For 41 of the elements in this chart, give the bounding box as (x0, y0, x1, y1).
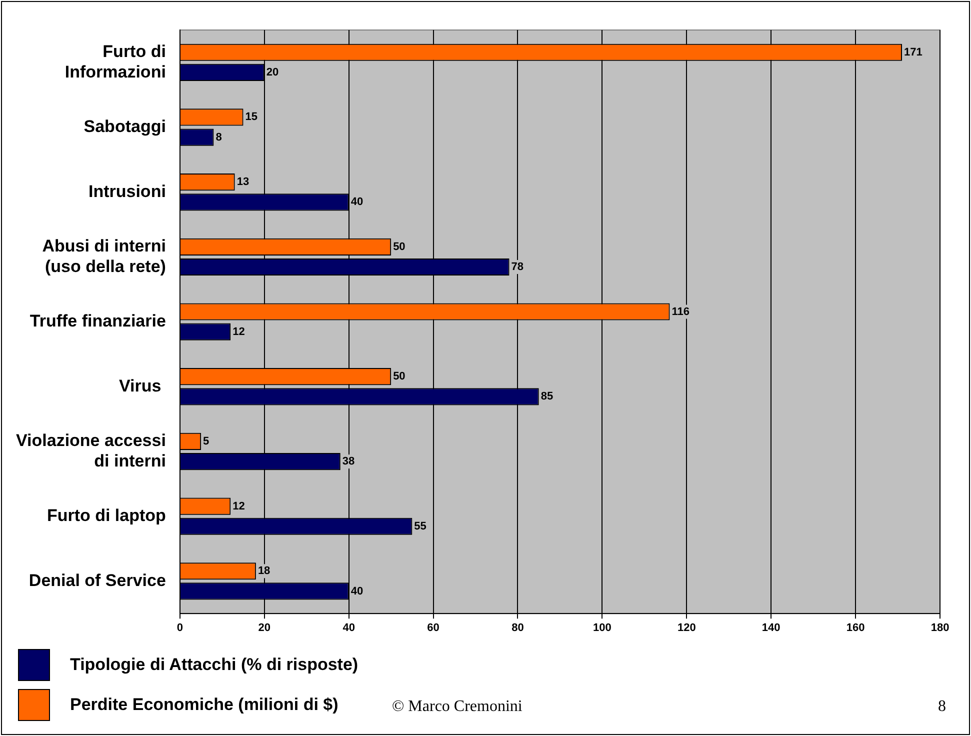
data-label: 40 (350, 585, 364, 598)
y-tick-label: Intrusioni (88, 182, 166, 201)
x-tick-label: 160 (846, 622, 865, 634)
data-label: 78 (511, 261, 524, 274)
data-label: 15 (245, 111, 258, 124)
x-tick-label: 180 (930, 622, 950, 634)
data-label: 8 (216, 131, 222, 144)
legend-label: Perdite Economiche (milioni di $) (70, 695, 338, 715)
x-tick-label: 20 (258, 622, 271, 634)
data-label: 171 (904, 46, 922, 58)
data-label: 40 (350, 196, 364, 208)
data-label: 12 (232, 500, 245, 512)
data-label: 85 (540, 390, 554, 403)
y-tick-label: Abusi di interni (uso della rete) (42, 236, 166, 276)
y-tick-label: Truffe finanziarie (30, 311, 166, 330)
y-tick-label: Furto di Informazioni (64, 42, 166, 82)
text: 8 (938, 698, 946, 716)
data-label: 50 (393, 370, 406, 383)
data-label: 13 (236, 176, 250, 188)
text: © Marco Cremonini (392, 698, 522, 716)
x-tick-label: 40 (342, 622, 355, 634)
y-tick-label: Sabotaggi (84, 116, 166, 136)
x-tick-label: 60 (427, 622, 440, 634)
data-label: 20 (266, 66, 279, 79)
x-tick-label: 140 (762, 622, 780, 634)
data-label: 55 (414, 520, 426, 532)
legend-label: Tipologie di Attacchi (% di risposte) (70, 655, 358, 675)
data-label: 50 (393, 240, 406, 253)
data-label: 12 (232, 326, 245, 338)
x-tick-label: 120 (677, 622, 696, 634)
data-label: 18 (258, 565, 270, 578)
y-tick-label: Denial of Service (28, 570, 166, 590)
x-tick-label: 80 (512, 622, 524, 634)
x-tick-label: 0 (176, 622, 183, 634)
x-tick-label: 100 (593, 622, 612, 634)
data-label: 116 (672, 306, 690, 318)
data-label: 5 (203, 435, 210, 448)
y-tick-label: Violazione accessi di interni (16, 430, 166, 470)
data-label: 38 (342, 456, 355, 468)
y-tick-label: Furto di laptop (46, 506, 166, 526)
y-tick-label: Virus (119, 376, 166, 396)
